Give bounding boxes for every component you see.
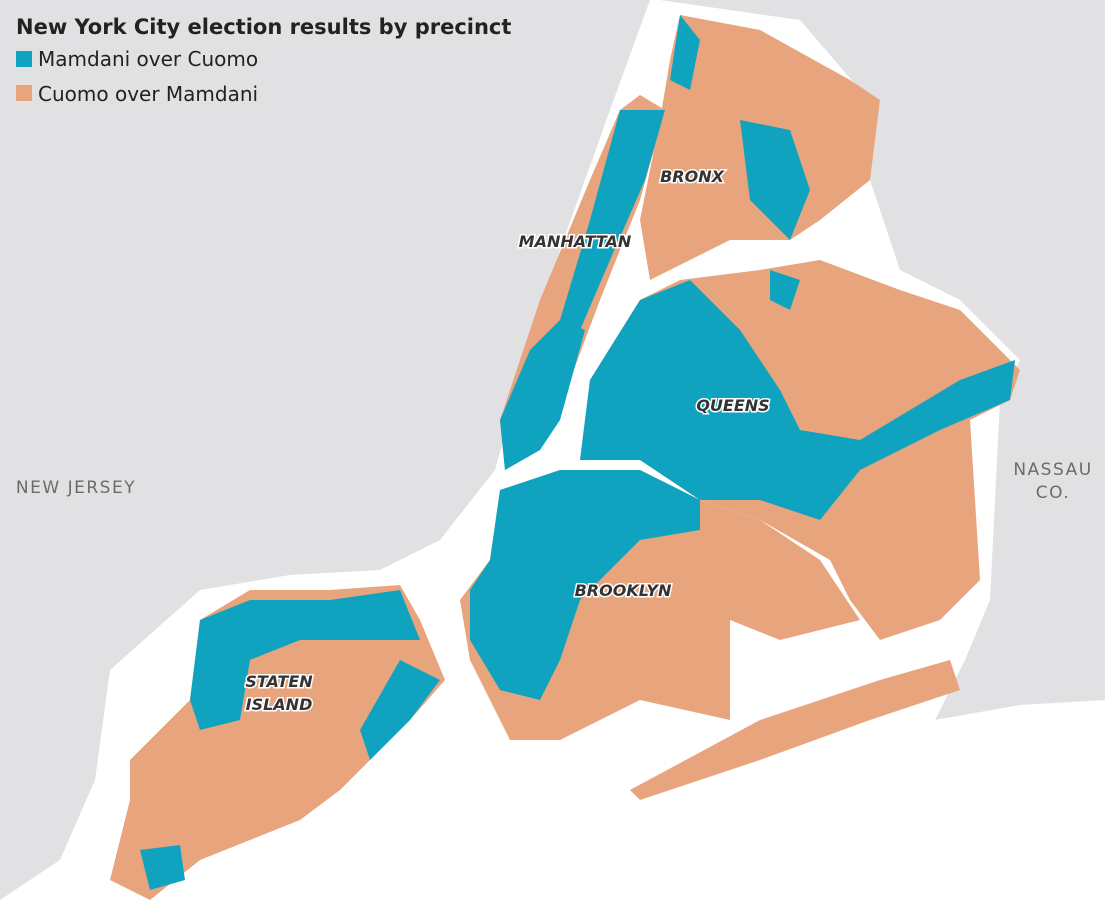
precinct-patch (190, 590, 420, 730)
map-title: New York City election results by precin… (16, 15, 511, 39)
rockaway-shape (630, 660, 960, 800)
legend-label: Cuomo over Mamdani (38, 82, 258, 106)
boroughs (110, 15, 1020, 900)
new-jersey-land (0, 0, 650, 900)
borough-label: BROOKLYN (575, 581, 672, 600)
legend-label: Mamdani over Cuomo (38, 47, 258, 71)
precinct-patch (140, 845, 185, 890)
region-label: CO. (1036, 483, 1070, 503)
nassau-westchester-land (660, 0, 1105, 720)
precinct-patch (360, 660, 440, 760)
borough-label: BRONX (660, 167, 725, 186)
staten-island-shape (110, 585, 445, 900)
neighbor-land (0, 0, 1105, 900)
borough-label: STATEN (245, 672, 313, 691)
precinct-patch (470, 470, 700, 700)
legend-swatch (16, 85, 32, 101)
region-label: NEW JERSEY (16, 478, 136, 498)
precinct-patch (500, 320, 585, 470)
precinct-patch (670, 15, 700, 90)
precinct-patch (740, 120, 810, 240)
precinct-patch (580, 280, 1015, 520)
borough-label: MANHATTAN (519, 232, 632, 251)
borough-label: ISLAND (246, 695, 313, 714)
region-label: NASSAU (1013, 460, 1092, 480)
legend-swatch (16, 51, 32, 67)
borough-label: QUEENS (696, 396, 769, 415)
precinct-patch (770, 270, 800, 310)
precinct-patch (560, 110, 665, 330)
